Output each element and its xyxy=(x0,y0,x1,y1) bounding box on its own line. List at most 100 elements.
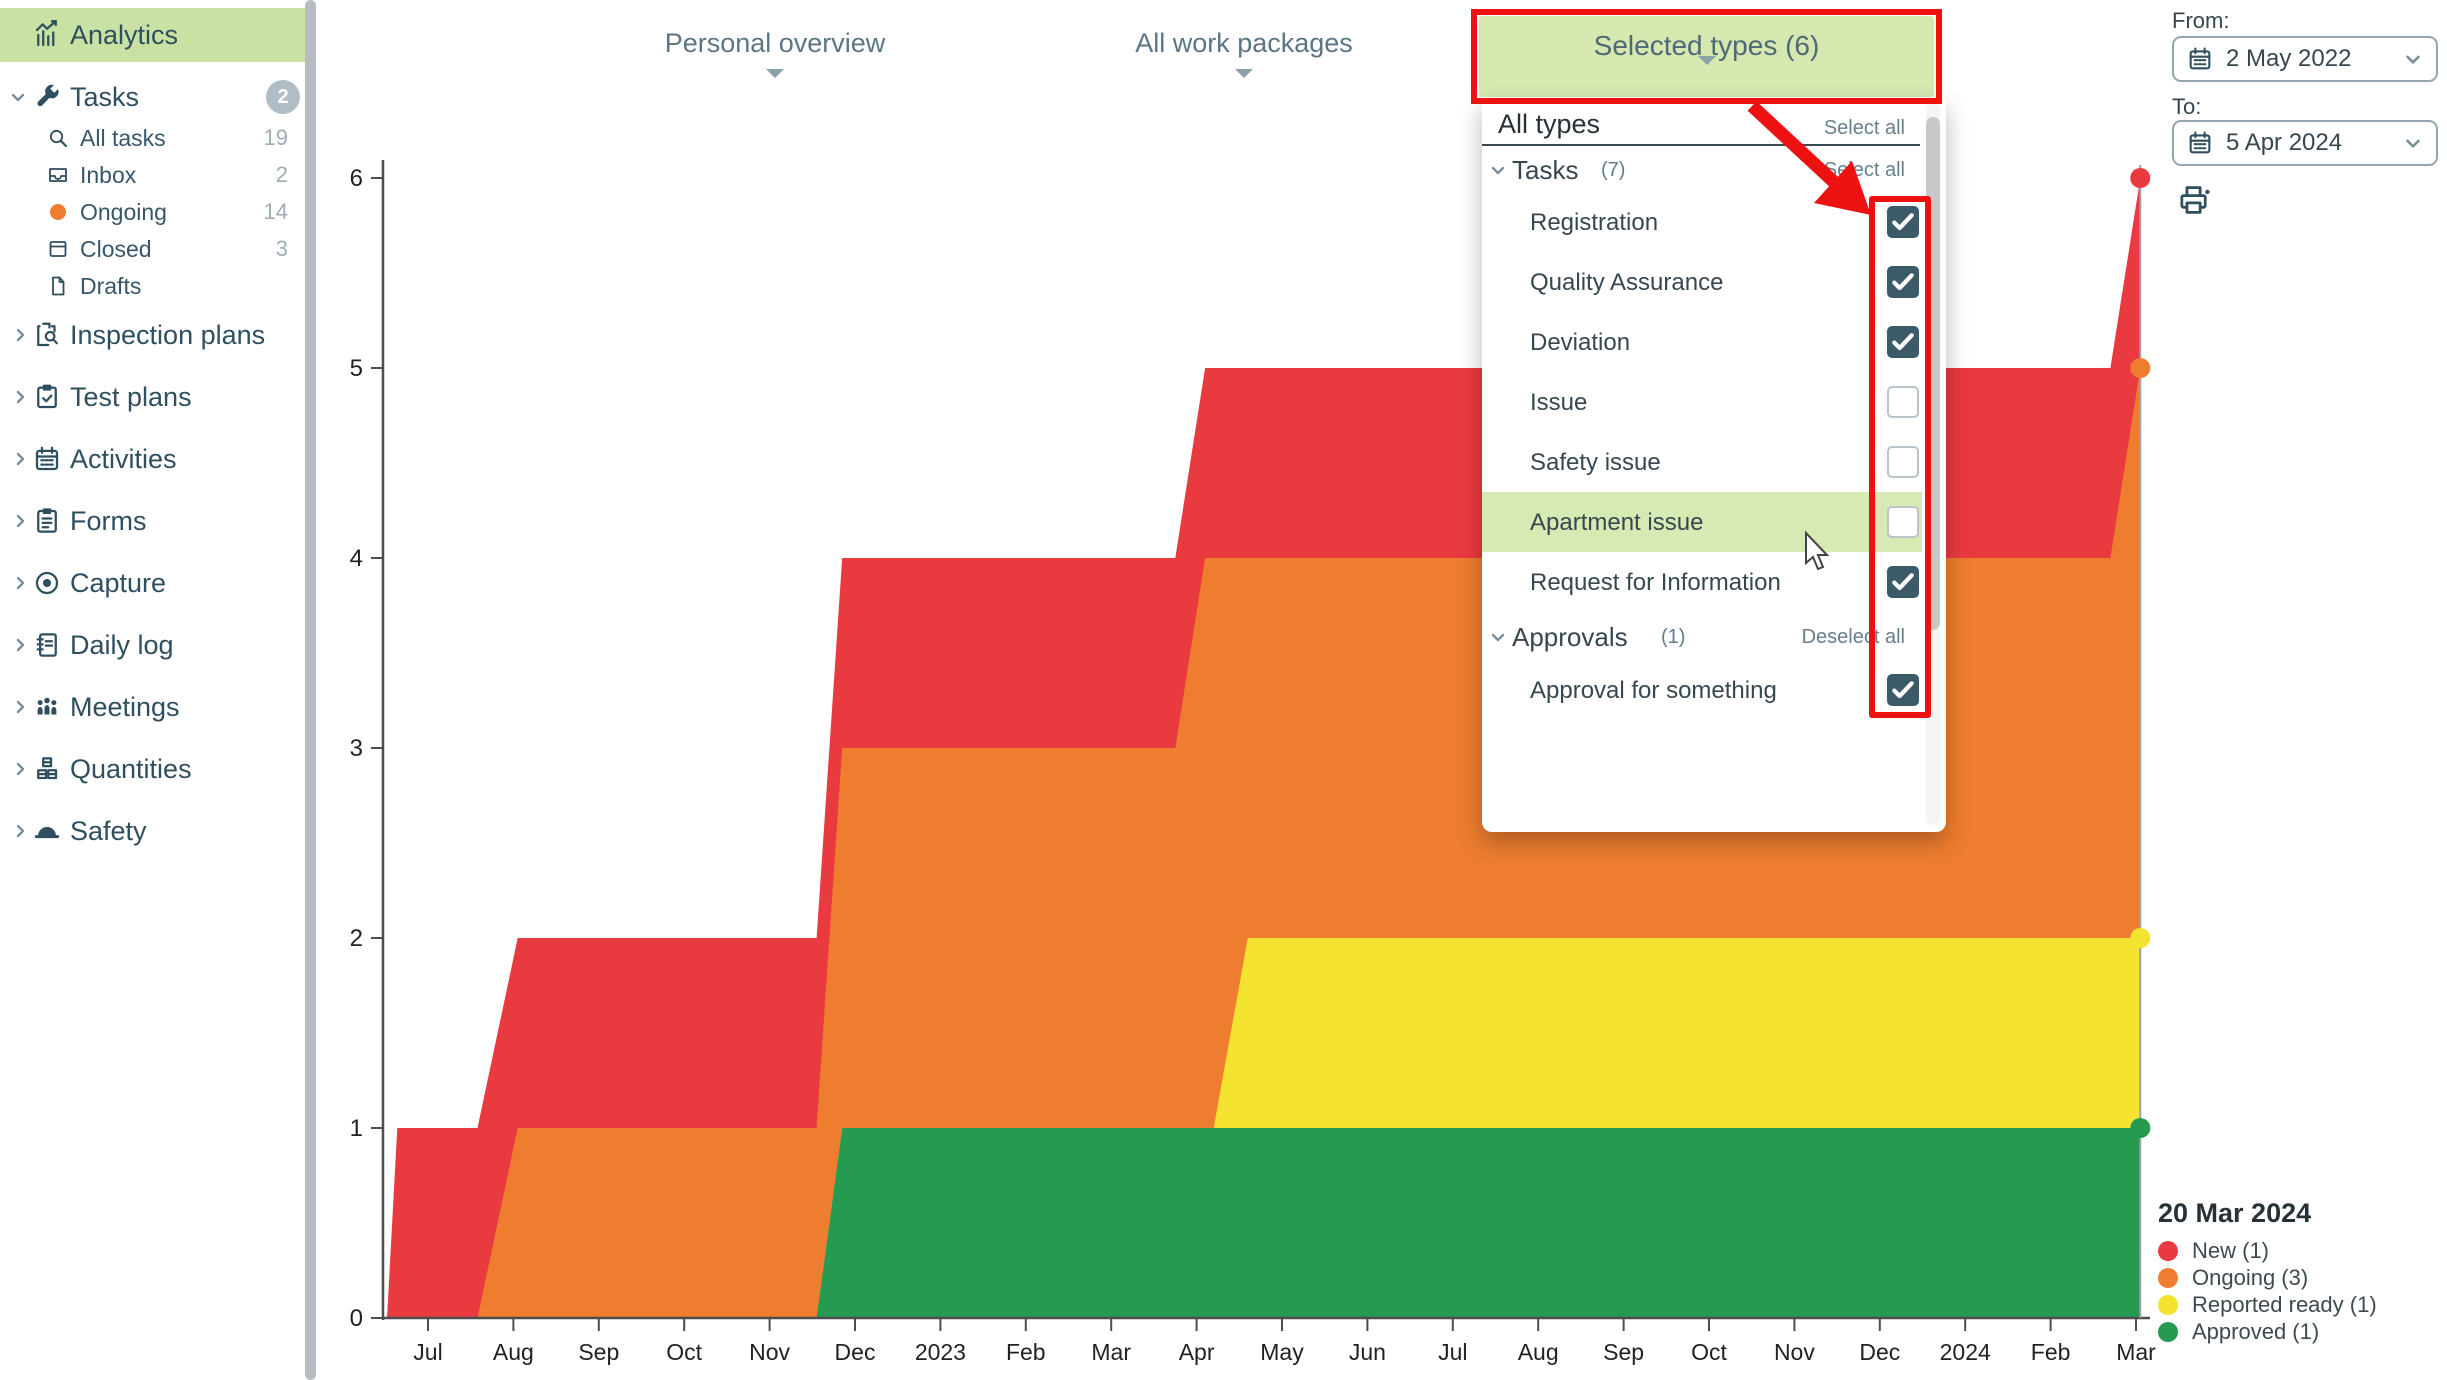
tooltip-label: Approved (1) xyxy=(2192,1318,2320,1344)
status-dot-icon xyxy=(2158,1267,2178,1288)
filter-group-approvals[interactable]: Approvals (1) xyxy=(1482,614,1922,660)
sidebar-subitem-ongoing[interactable]: Ongoing 14 xyxy=(0,194,306,230)
x-tick-label: May xyxy=(1260,1339,1304,1365)
chevron-right-icon[interactable] xyxy=(10,511,30,531)
hover-marker-dot xyxy=(2130,928,2151,948)
chevron-down-icon xyxy=(2402,132,2424,154)
divider xyxy=(1482,144,1920,146)
type-filter-row-deviation[interactable]: Deviation xyxy=(1482,312,1922,372)
x-tick-label: 2024 xyxy=(1940,1339,1991,1365)
sidebar-subitem-inbox[interactable]: Inbox 2 xyxy=(0,157,306,193)
chevron-down-icon xyxy=(2402,48,2424,70)
deselect-all-approvals-link[interactable]: Deselect all xyxy=(1801,626,1905,648)
item-count: 3 xyxy=(275,236,288,261)
sidebar-item-safety[interactable]: Safety xyxy=(0,806,306,856)
closed-icon xyxy=(46,237,70,261)
type-filter-row-quality-assurance[interactable]: Quality Assurance xyxy=(1482,252,1922,312)
select-all-tasks-link[interactable]: Select all xyxy=(1823,159,1905,181)
status-dot-icon xyxy=(2158,1321,2178,1342)
y-tick-label: 2 xyxy=(350,925,363,952)
sidebar-item-test-plans[interactable]: Test plans xyxy=(0,372,306,422)
item-count: 14 xyxy=(263,199,288,224)
checkbox-checked[interactable] xyxy=(1887,566,1919,598)
sidebar-item-label: Tasks xyxy=(70,81,140,112)
sidebar-item-label: Analytics xyxy=(70,19,179,50)
x-tick-label: Nov xyxy=(749,1339,790,1365)
type-filter-row-request-for-information[interactable]: Request for Information xyxy=(1482,552,1922,612)
search-icon xyxy=(46,126,70,150)
checkbox-unchecked[interactable] xyxy=(1887,386,1919,418)
type-filter-row-issue[interactable]: Issue xyxy=(1482,372,1922,432)
sidebar-item-label: Forms xyxy=(70,505,147,536)
filter-group-count: (1) xyxy=(1661,625,1686,648)
sidebar-subitem-all-tasks[interactable]: All tasks 19 xyxy=(0,120,306,156)
chevron-right-icon[interactable] xyxy=(10,387,30,407)
tab-all-work-packages[interactable]: All work packages xyxy=(1074,28,1414,78)
sidebar-item-inspection-plans[interactable]: Inspection plans xyxy=(0,310,306,360)
chevron-right-icon[interactable] xyxy=(10,325,30,345)
tooltip-label: New (1) xyxy=(2192,1237,2270,1263)
tab-selected-types[interactable]: Selected types (6) xyxy=(1479,16,1934,97)
checkbox-checked[interactable] xyxy=(1887,266,1919,298)
chevron-down-icon[interactable] xyxy=(1488,160,1508,180)
status-dot-icon xyxy=(2158,1240,2178,1261)
y-tick-label: 1 xyxy=(350,1115,363,1142)
checkbox-unchecked[interactable] xyxy=(1887,506,1919,538)
sidebar-item-forms[interactable]: Forms xyxy=(0,496,306,546)
chevron-right-icon[interactable] xyxy=(10,573,30,593)
from-date-value: 2 May 2022 xyxy=(2226,45,2352,72)
tooltip-label: Reported ready (1) xyxy=(2192,1291,2377,1317)
x-tick-label: Mar xyxy=(1091,1339,1131,1365)
x-tick-label: Oct xyxy=(1691,1339,1727,1365)
type-filter-row-safety-issue[interactable]: Safety issue xyxy=(1482,432,1922,492)
panel-scrollbar-thumb[interactable] xyxy=(1926,117,1940,630)
checkbox-unchecked[interactable] xyxy=(1887,446,1919,478)
chevron-right-icon[interactable] xyxy=(10,449,30,469)
chevron-down-icon[interactable] xyxy=(1488,627,1508,647)
tab-label: Selected types (6) xyxy=(1593,30,1820,61)
sidebar-scrollbar[interactable] xyxy=(305,0,316,1380)
sidebar-item-meetings[interactable]: Meetings xyxy=(0,682,306,732)
calendar-icon xyxy=(32,444,62,474)
x-tick-label: Nov xyxy=(1774,1339,1815,1365)
sidebar-subitem-drafts[interactable]: Drafts xyxy=(0,268,306,304)
sidebar-subitem-label: Ongoing xyxy=(80,198,167,225)
filter-group-tasks[interactable]: Tasks (7) xyxy=(1482,149,1922,191)
type-filter-row-registration[interactable]: Registration xyxy=(1482,192,1922,252)
status-dot-icon xyxy=(2158,1294,2178,1315)
tab-label: All work packages xyxy=(1135,28,1353,58)
sidebar-item-tasks[interactable]: Tasks 2 xyxy=(0,72,306,122)
to-date-field[interactable]: 5 Apr 2024 xyxy=(2172,120,2438,166)
from-label: From: xyxy=(2172,8,2230,33)
chevron-right-icon[interactable] xyxy=(10,635,30,655)
sidebar-subitem-label: Drafts xyxy=(80,272,142,299)
filter-group-count: (7) xyxy=(1601,158,1626,181)
checkbox-checked[interactable] xyxy=(1887,674,1919,706)
sidebar-item-analytics[interactable]: Analytics xyxy=(0,8,306,62)
tooltip-row: Reported ready (1) xyxy=(2158,1291,2377,1318)
print-button[interactable] xyxy=(2176,182,2214,218)
checkbox-checked[interactable] xyxy=(1887,206,1919,238)
checkbox-checked[interactable] xyxy=(1887,326,1919,358)
x-tick-label: Aug xyxy=(1518,1339,1559,1365)
chart-tooltip: 20 Mar 2024 New (1) Ongoing (3) Reported r… xyxy=(2158,1198,2377,1345)
chevron-right-icon[interactable] xyxy=(10,697,30,717)
sidebar-item-activities[interactable]: Activities xyxy=(0,434,306,484)
sidebar-item-capture[interactable]: Capture xyxy=(0,558,306,608)
from-date-field[interactable]: 2 May 2022 xyxy=(2172,36,2438,82)
tooltip-row: Ongoing (3) xyxy=(2158,1264,2377,1291)
tab-personal-overview[interactable]: Personal overview xyxy=(605,28,945,78)
x-tick-label: Aug xyxy=(493,1339,534,1365)
chevron-right-icon[interactable] xyxy=(10,759,30,779)
select-all-types-link[interactable]: Select all xyxy=(1823,117,1905,139)
sidebar-item-label: Quantities xyxy=(70,753,192,784)
x-tick-label: Sep xyxy=(578,1339,619,1365)
chevron-down-icon[interactable] xyxy=(8,87,28,107)
type-filter-row-approval-for-something[interactable]: Approval for something xyxy=(1482,660,1922,720)
sidebar-item-quantities[interactable]: Quantities xyxy=(0,744,306,794)
sidebar-item-daily-log[interactable]: Daily log xyxy=(0,620,306,670)
sidebar-subitem-closed[interactable]: Closed 3 xyxy=(0,231,306,267)
chevron-right-icon[interactable] xyxy=(10,821,30,841)
tasks-count-badge: 2 xyxy=(266,80,300,114)
type-filter-row-apartment-issue[interactable]: Apartment issue xyxy=(1482,492,1922,552)
